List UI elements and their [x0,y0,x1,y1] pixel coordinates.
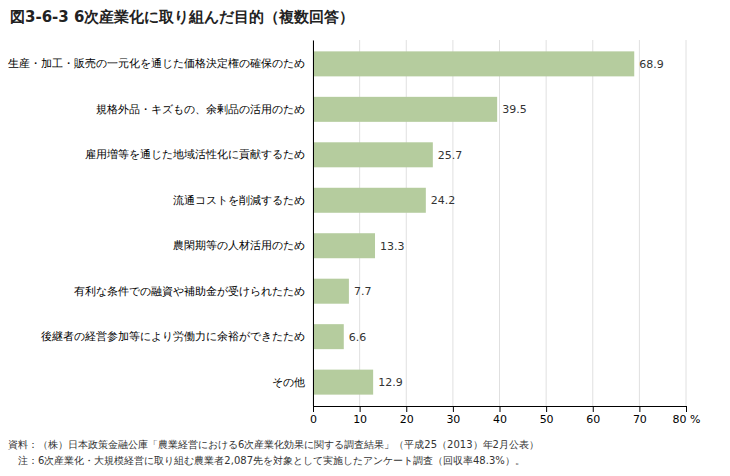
footnote: 資料：（株）日本政策金融公庫「農業経営における6次産業化効果に関する調査結果」（… [8,439,539,450]
y-tick: その他 [272,376,313,389]
data-label: 25.7 [438,149,463,162]
x-tick-mark [500,406,501,412]
data-label: 7.7 [354,285,372,298]
grid [313,40,686,406]
y-tick: 後継者の経営参加等により労働力に余裕ができたため [41,330,313,343]
y-tick-label: 流通コストを削減するため [173,194,305,207]
x-tick-label: 80 % [673,413,701,426]
grid-line [313,40,314,406]
x-tick-mark [593,406,594,412]
x-axis-line [314,407,687,413]
y-tick-label: 雇用増等を通じた地域活性化に貢献するため [85,148,305,161]
y-tick-label: 農閑期等の人材活用のため [173,239,305,252]
y-tick: 規格外品・キズもの、余剰品の活用のため [96,103,313,116]
plot: 68.9 39.5 25.7 24.2 13.3 7.7 6.6 12.9 0 10 20 30 40 5… [8,40,700,426]
x-tick-label: 20 [400,413,414,426]
y-tick-label: その他 [272,376,305,389]
x-tick: 30 [446,406,460,426]
y-tick: 生産・加工・販売の一元化を通じた価格決定権の確保のため [8,57,313,70]
grid-line [546,40,547,406]
y-tick-label: 規格外品・キズもの、余剰品の活用のため [96,103,305,116]
grid-line [359,40,360,406]
data-label: 39.5 [502,103,527,116]
bars [313,51,634,394]
grid-line [452,40,453,406]
x-tick: 60 [586,406,600,426]
x-tick-label: 10 [353,413,367,426]
x-tick-mark [360,406,361,412]
y-tick-label: 有利な条件での融資や補助金が受けられたため [74,285,305,298]
y-axis-line [313,41,314,407]
x-tick: 20 [400,406,414,426]
grid-line [639,40,640,406]
y-tick-label: 後継者の経営参加等により労働力に余裕ができたため [41,330,305,343]
bar [313,188,426,213]
x-tick-mark [546,406,547,412]
data-label: 12.9 [378,376,403,389]
grid-line [686,40,687,406]
y-tick: 流通コストを削減するため [173,194,313,207]
x-tick-mark [639,406,640,412]
bar [313,51,634,76]
data-labels: 68.9 39.5 25.7 24.2 13.3 7.7 6.6 12.9 [349,58,664,389]
data-label: 13.3 [380,240,405,253]
x-tick: 10 [353,406,367,426]
x-tick-mark [313,406,314,412]
y-tick: 有利な条件での融資や補助金が受けられたため [74,285,313,298]
bar [313,370,373,395]
y-tick: 農閑期等の人材活用のため [173,239,313,252]
chart-container: 図3-6-3 6次産業化に取り組んだ目的（複数回答） 68.9 39.5 25.7 24… [0,0,730,476]
x-tick: 80 % [673,406,701,426]
y-tick-label: 生産・加工・販売の一元化を通じた価格決定権の確保のため [8,57,305,70]
grid-line [499,40,500,406]
grid-line [406,40,407,406]
data-label: 68.9 [639,58,664,71]
x-tick-label: 60 [586,413,600,426]
x-tick: 0 [310,406,317,426]
x-tick: 50 [540,406,554,426]
chart-svg: 図3-6-3 6次産業化に取り組んだ目的（複数回答） 68.9 39.5 25.7 24… [0,0,730,476]
y-tick: 雇用増等を通じた地域活性化に貢献するため [85,148,313,161]
x-tick-mark [453,406,454,412]
footnote: 注：6次産業化・大規模経営に取り組む農業者2,087先を対象として実施したアンケ… [8,455,525,466]
data-label: 24.2 [431,194,456,207]
x-tick: 40 [493,406,507,426]
x-axis: 0 10 20 30 40 50 60 70 80 % [310,406,700,426]
x-tick-label: 40 [493,413,507,426]
data-label: 6.6 [349,331,367,344]
bar [313,142,433,167]
bar [313,233,375,258]
x-tick-label: 70 [633,413,647,426]
x-tick: 70 [633,406,647,426]
x-tick-label: 50 [540,413,554,426]
x-tick-mark [406,406,407,412]
x-tick-label: 0 [310,413,317,426]
x-tick-label: 30 [446,413,460,426]
bar [313,279,349,304]
y-axis: 生産・加工・販売の一元化を通じた価格決定権の確保のため規格外品・キズもの、余剰品… [8,41,314,407]
x-tick-mark [686,406,687,412]
grid-line [592,40,593,406]
bar [313,97,497,122]
title: 図3-6-3 6次産業化に取り組んだ目的（複数回答） [10,8,354,26]
bar [313,324,344,349]
